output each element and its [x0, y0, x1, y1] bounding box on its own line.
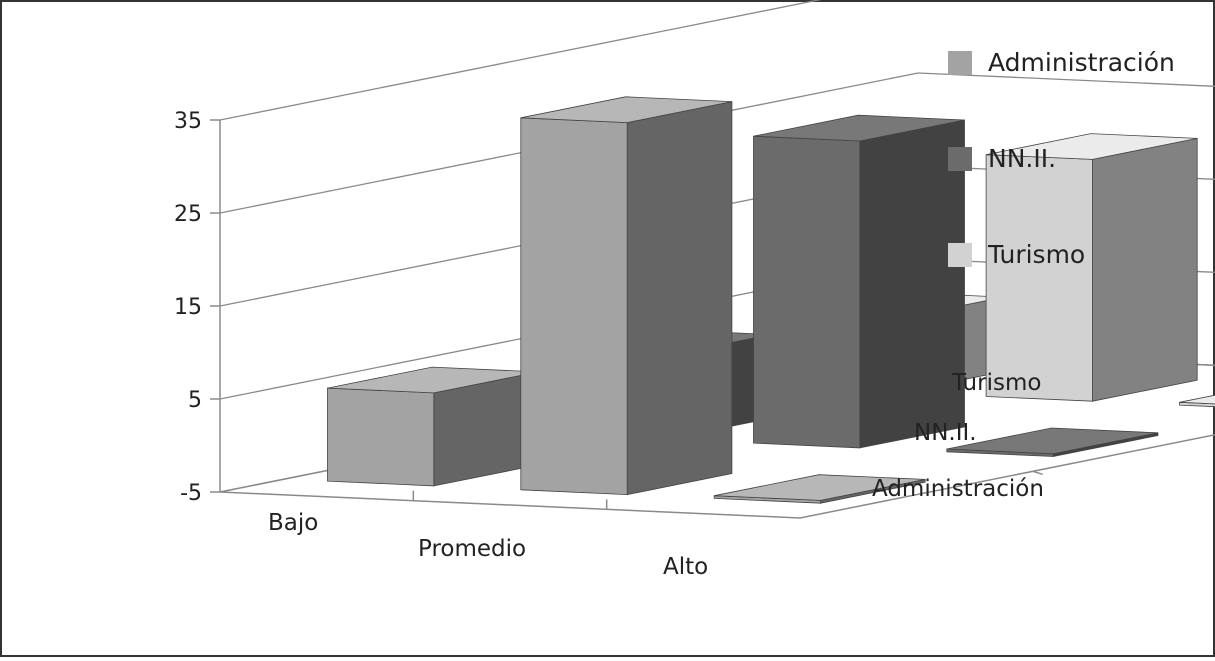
- depth-label: Administración: [872, 476, 1044, 502]
- legend-swatch: [948, 243, 972, 267]
- bar-administracin-bajo: [328, 367, 539, 486]
- bar-front: [521, 118, 627, 495]
- bar-front: [328, 388, 434, 486]
- y-tick-label: 15: [174, 295, 202, 320]
- bar-nnii-promedio: [754, 115, 965, 448]
- y-tick-label: -5: [180, 481, 202, 506]
- bar-side: [627, 102, 732, 495]
- legend-label: NN.II.: [988, 144, 1056, 173]
- legend-label: Turismo: [987, 240, 1085, 269]
- y-tick-label: 5: [188, 388, 202, 413]
- depth-label: Turismo: [951, 370, 1041, 396]
- y-tick-label: 25: [174, 202, 202, 227]
- legend-label: Administración: [988, 48, 1175, 77]
- bar-side: [1093, 138, 1198, 401]
- legend-swatch: [948, 51, 972, 75]
- category-label: Alto: [663, 554, 708, 580]
- bar-administracin-promedio: [521, 97, 732, 495]
- legend-item: Turismo: [948, 240, 1085, 269]
- legend-swatch: [948, 147, 972, 171]
- y-tick-label: 35: [174, 109, 202, 134]
- category-label: Bajo: [268, 510, 318, 536]
- legend-item: NN.II.: [948, 144, 1056, 173]
- bar-front: [986, 155, 1092, 402]
- category-label: Promedio: [418, 536, 526, 562]
- depth-label: NN.II.: [914, 420, 977, 446]
- bar-front: [754, 136, 860, 448]
